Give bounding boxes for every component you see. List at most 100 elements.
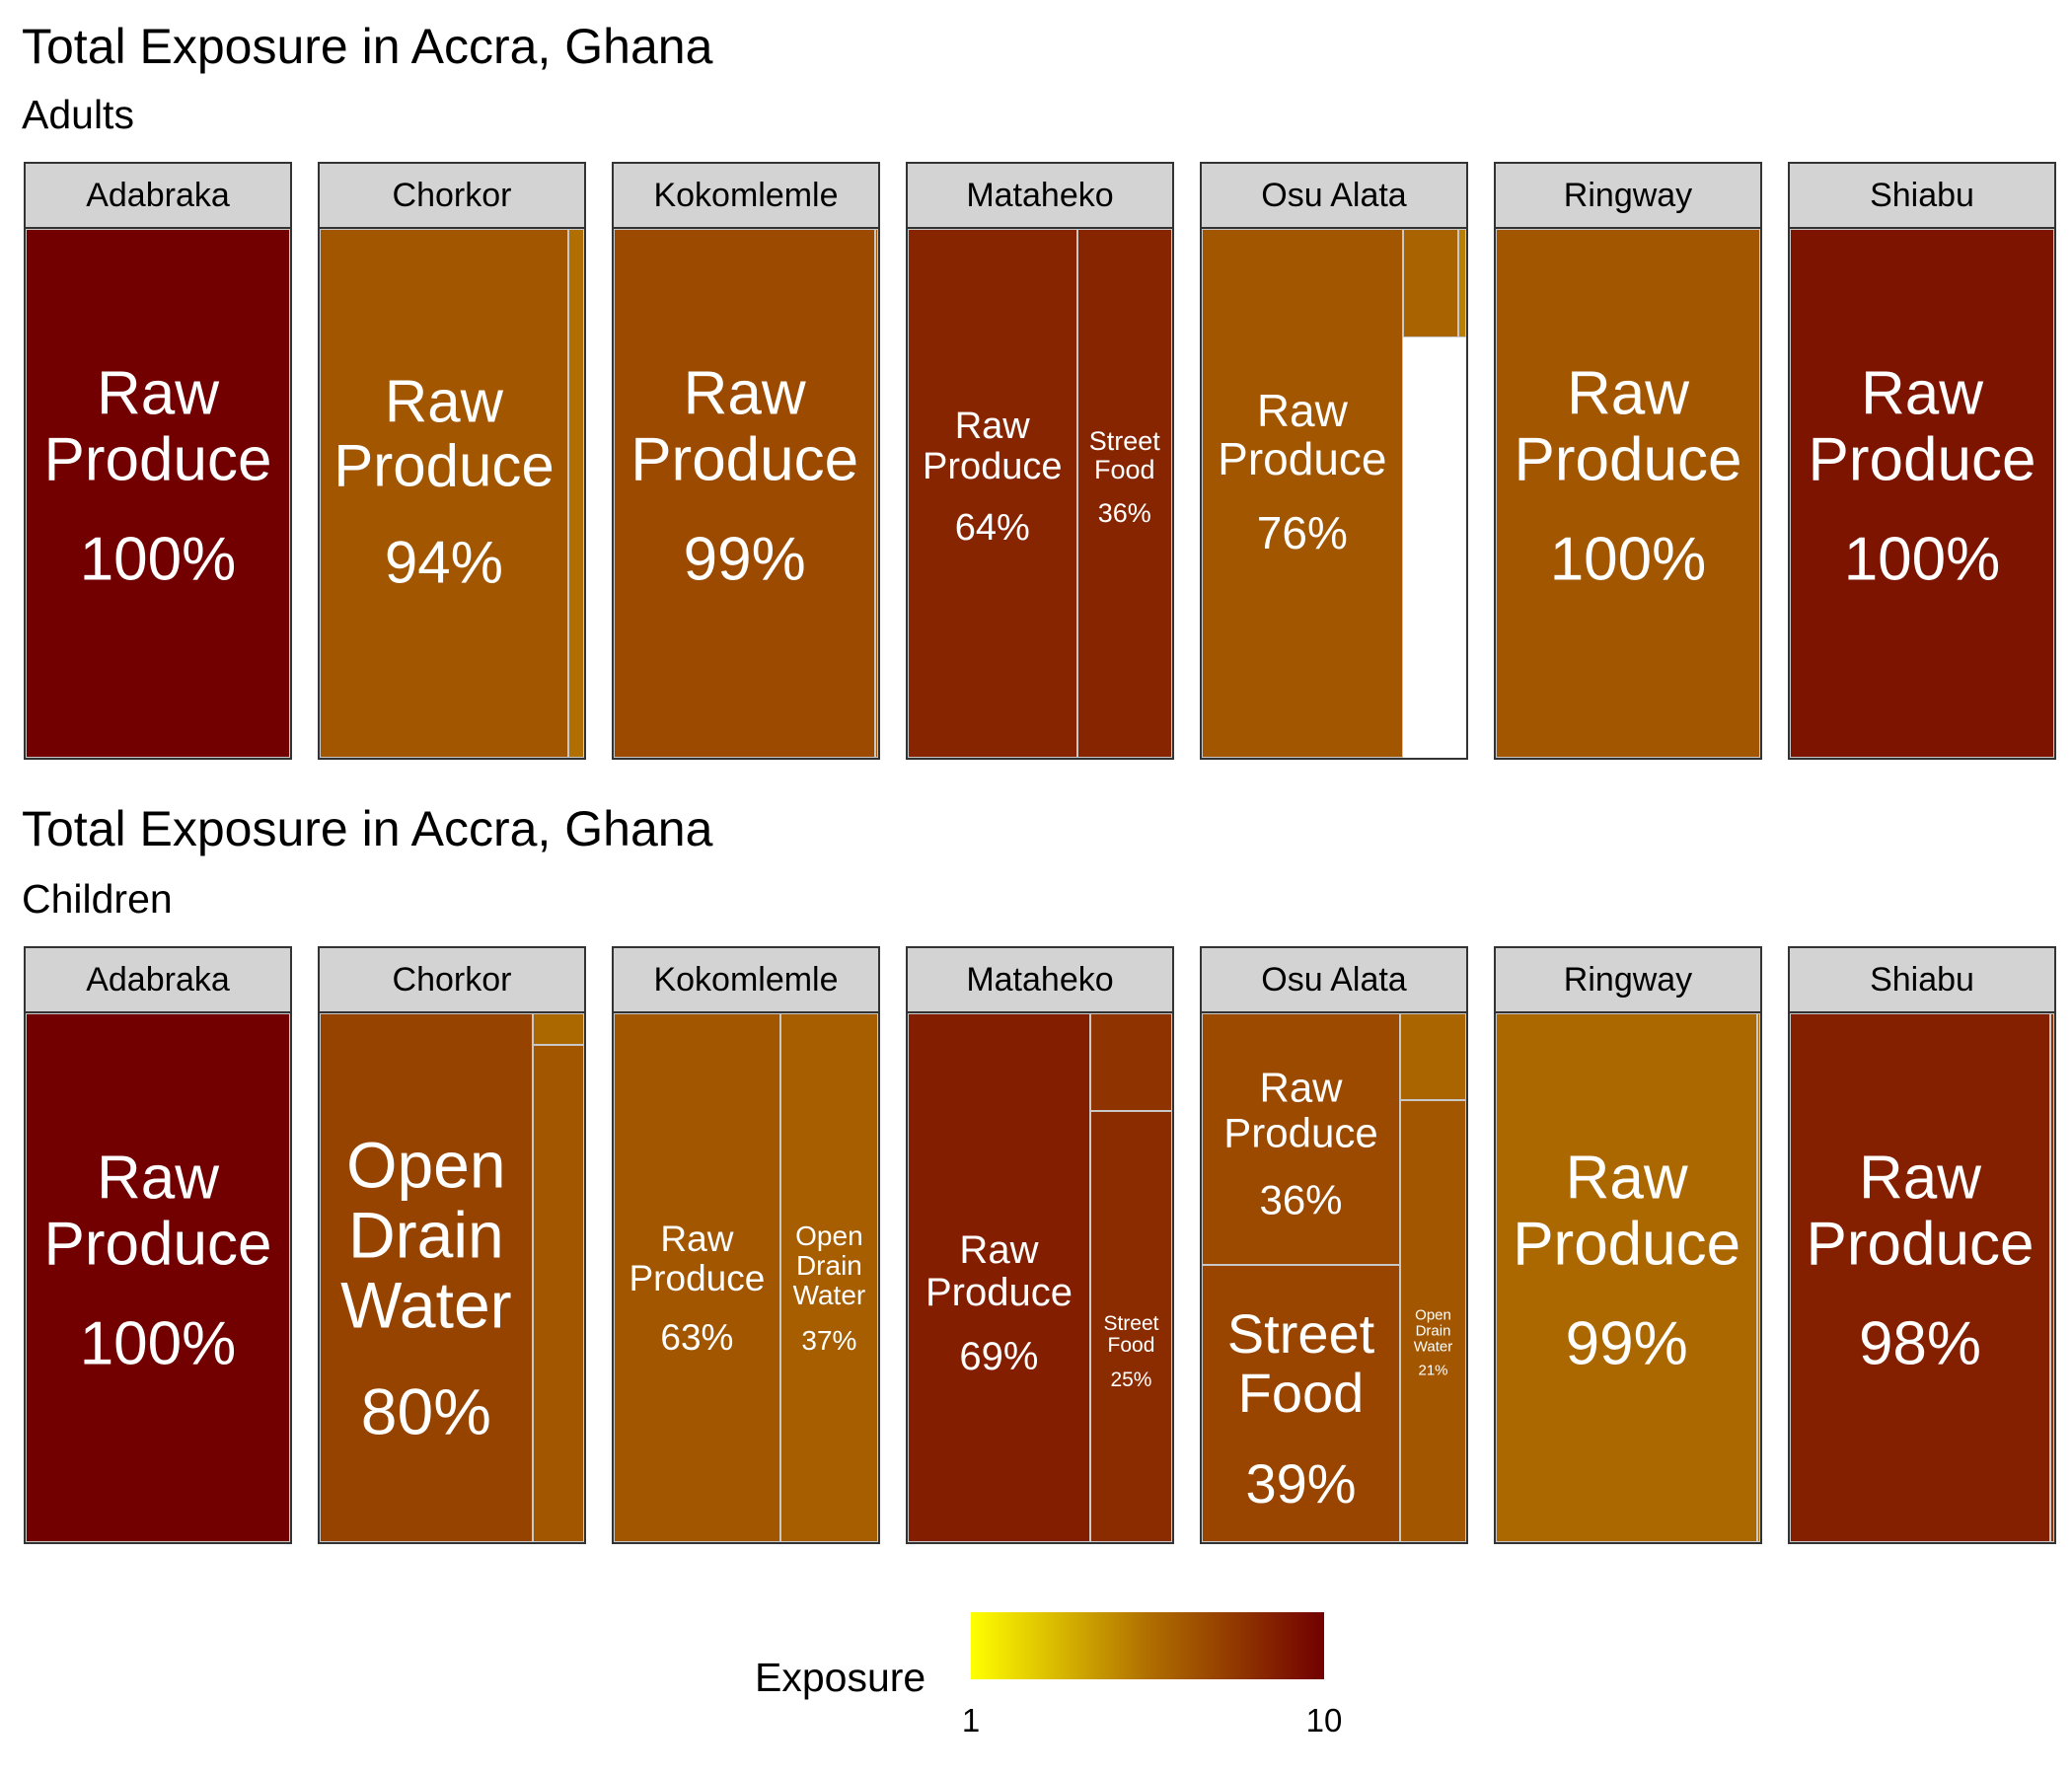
facet-strip-label: Mataheko — [906, 946, 1174, 1013]
treemap-tile — [1089, 1013, 1172, 1112]
tile-label: Street Food 39% — [1226, 1301, 1375, 1515]
treemap-tile — [1089, 1111, 1172, 1542]
facet-strip-label: Mataheko — [906, 162, 1174, 229]
tile-percent: 100% — [1843, 525, 2001, 594]
adults-facet-adabraka: Adabraka Raw Produce 100% — [24, 162, 292, 760]
treemap-plot-area: Open Drain Water 80% — [318, 1011, 586, 1544]
treemap-plot-area: Raw Produce 100% — [24, 227, 292, 760]
treemap-tile — [1202, 1264, 1400, 1542]
tile-label: Raw Produce 36% — [1223, 1064, 1378, 1223]
tile-label: Raw Produce 100% — [1514, 359, 1742, 594]
facet-strip-label: Adabraka — [24, 162, 292, 229]
legend-colorbar — [971, 1612, 1324, 1679]
tile-percent: 80% — [360, 1374, 491, 1448]
treemap-plot-area: Raw Produce 100% — [24, 1011, 292, 1544]
tile-label: Open Drain Water 21% — [1413, 1306, 1453, 1379]
adults-facet-kokomlemle: Kokomlemle Raw Produce 99% — [612, 162, 880, 760]
children-facet-adabraka: Adabraka Raw Produce 100% — [24, 946, 292, 1544]
facet-strip-label: Adabraka — [24, 946, 292, 1013]
treemap-tile — [908, 229, 1077, 758]
treemap-tile — [320, 229, 568, 758]
treemap-tile — [1790, 229, 2054, 758]
tile-percent: 25% — [1110, 1368, 1152, 1391]
tile-label: Raw Produce 100% — [43, 359, 272, 594]
children-facet-chorkor: Chorkor Open Drain Water 80% — [318, 946, 586, 1544]
tile-label: Open Drain Water 37% — [792, 1220, 866, 1356]
adults-facet-chorkor: Chorkor Raw Produce 94% — [318, 162, 586, 760]
adults-facet-ringway: Ringway Raw Produce 100% — [1494, 162, 1762, 760]
tile-label: Raw Produce 69% — [925, 1228, 1073, 1379]
treemap-plot-area: Street Food 39% Raw Produce 36% Open Drain Water… — [1200, 1011, 1468, 1544]
children-facet-shiabu: Shiabu Raw Produce 98% — [1788, 946, 2056, 1544]
treemap-tile — [1496, 229, 1760, 758]
treemap-tile — [908, 1013, 1090, 1542]
treemap-plot-area: Raw Produce 94% — [318, 227, 586, 760]
treemap-tile — [1400, 1013, 1466, 1101]
treemap-tile — [1202, 1013, 1400, 1265]
treemap-tile — [1076, 229, 1172, 758]
adults-facet-mataheko: Mataheko Raw Produce 64% Street Food 36% — [906, 162, 1174, 760]
tile-percent: 98% — [1858, 1309, 1982, 1378]
treemap-tile — [1402, 229, 1458, 337]
treemap-tile — [1400, 1100, 1466, 1542]
treemap-tile — [532, 1045, 584, 1542]
tile-label: Raw Produce 64% — [922, 405, 1063, 549]
tile-percent: 69% — [959, 1335, 1039, 1379]
children-title: Total Exposure in Accra, Ghana — [22, 801, 713, 856]
adults-subtitle: Adults — [22, 92, 134, 137]
facet-strip-label: Kokomlemle — [612, 946, 880, 1013]
treemap-plot-area: Raw Produce 64% Street Food 36% — [906, 227, 1174, 760]
treemap-tile — [1496, 1013, 1758, 1542]
treemap-tile — [567, 229, 584, 758]
treemap-plot-area: Raw Produce 100% — [1788, 227, 2056, 760]
facet-strip-label: Chorkor — [318, 162, 586, 229]
tile-label: Raw Produce 76% — [1218, 384, 1387, 559]
tile-label: Raw Produce 99% — [630, 359, 859, 594]
facet-strip-label: Shiabu — [1788, 946, 2056, 1013]
legend-title: Exposure — [755, 1655, 926, 1700]
treemap-tile — [1202, 229, 1403, 758]
treemap-tile — [1757, 1013, 1760, 1542]
treemap-plot-area: Raw Produce 98% — [1788, 1011, 2056, 1544]
tile-percent: 64% — [954, 506, 1030, 549]
tile-percent: 63% — [660, 1316, 734, 1358]
facet-strip-label: Ringway — [1494, 162, 1762, 229]
tile-percent: 100% — [1549, 525, 1707, 594]
treemap-tile — [532, 1013, 584, 1046]
tile-percent: 94% — [384, 529, 503, 596]
children-subtitle: Children — [22, 876, 173, 922]
adults-facet-shiabu: Shiabu Raw Produce 100% — [1788, 162, 2056, 760]
tile-percent: 36% — [1097, 497, 1151, 528]
facet-strip-label: Ringway — [1494, 946, 1762, 1013]
tile-percent: 76% — [1256, 507, 1348, 559]
treemap-plot-area: Raw Produce 99% — [612, 227, 880, 760]
treemap-plot-area: Raw Produce 76% — [1200, 227, 1468, 760]
tile-label: Street Food 36% — [1088, 425, 1160, 528]
tile-percent: 39% — [1245, 1451, 1357, 1515]
treemap-plot-area: Raw Produce 69% Street Food 25% — [906, 1011, 1174, 1544]
facet-strip-label: Shiabu — [1788, 162, 2056, 229]
facet-strip-label: Chorkor — [318, 946, 586, 1013]
treemap-plot-area: Raw Produce 99% — [1494, 1011, 1762, 1544]
treemap-tile — [320, 1013, 533, 1542]
facet-strip-label: Osu Alata — [1200, 946, 1468, 1013]
treemap-tile — [614, 1013, 780, 1542]
tile-label: Raw Produce 100% — [1808, 359, 2036, 594]
tile-label: Raw Produce 98% — [1806, 1144, 2035, 1378]
treemap-tile — [1457, 229, 1466, 337]
children-facet-ringway: Ringway Raw Produce 99% — [1494, 946, 1762, 1544]
treemap-tile — [26, 229, 290, 758]
tile-percent: 99% — [1565, 1309, 1688, 1378]
tile-percent: 100% — [79, 1309, 237, 1378]
children-facet-osu-alata: Osu Alata Street Food 39% Raw Produce 36% Open D… — [1200, 946, 1468, 1544]
treemap-tile — [875, 229, 878, 758]
treemap-tile — [2049, 1013, 2054, 1542]
adults-title: Total Exposure in Accra, Ghana — [22, 19, 713, 74]
treemap-tile — [614, 229, 876, 758]
treemap-tile — [779, 1013, 878, 1542]
legend-tick-label-max: 10 — [1305, 1702, 1343, 1739]
tile-label: Raw Produce 99% — [1513, 1144, 1741, 1378]
adults-facet-osu-alata: Osu Alata Raw Produce 76% — [1200, 162, 1468, 760]
treemap-tile — [26, 1013, 290, 1542]
tile-label: Raw Produce 94% — [333, 368, 555, 596]
